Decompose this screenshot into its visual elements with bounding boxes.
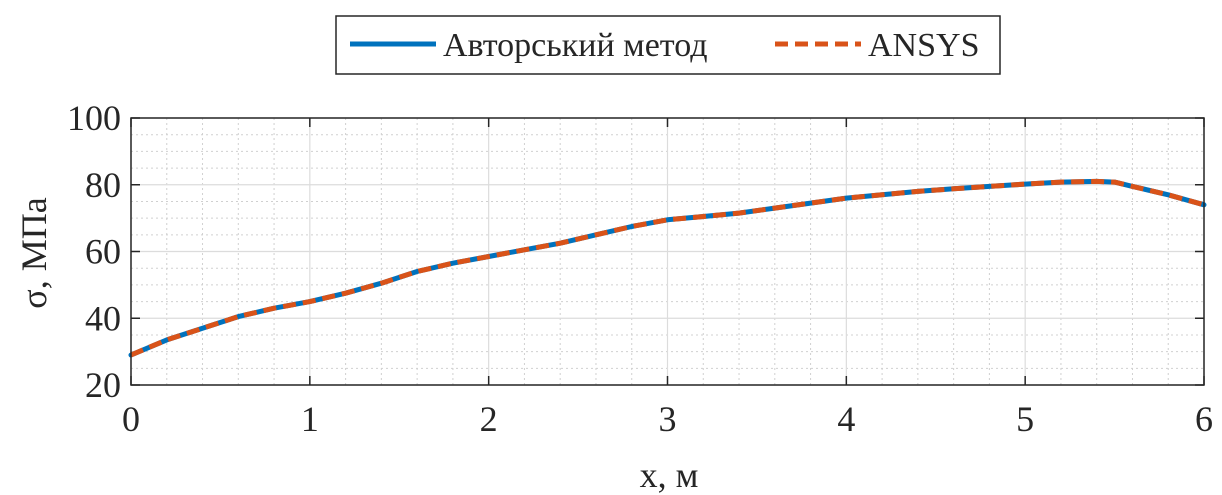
y-tick-label: 100 xyxy=(67,98,121,138)
y-tick-label: 80 xyxy=(85,165,121,205)
legend-label-series-1: Авторський метод xyxy=(443,27,708,64)
y-tick-label: 20 xyxy=(85,365,121,405)
x-tick-label: 3 xyxy=(659,399,677,439)
legend: Авторський метод ANSYS xyxy=(335,15,1001,75)
x-tick-label: 0 xyxy=(122,399,140,439)
x-axis-label: x, м xyxy=(640,455,699,495)
y-axis-label: σ, МПа xyxy=(14,197,54,308)
x-tick-label: 2 xyxy=(480,399,498,439)
series-layer xyxy=(128,178,1207,358)
y-tick-label: 60 xyxy=(85,232,121,272)
legend-box xyxy=(335,15,1001,75)
x-tick-label: 6 xyxy=(1195,399,1213,439)
axes xyxy=(130,117,1205,386)
legend-label-series-2: ANSYS xyxy=(868,27,979,64)
x-tick-label: 1 xyxy=(301,399,319,439)
x-tick-label: 5 xyxy=(1016,399,1034,439)
x-tick-label: 4 xyxy=(837,399,855,439)
y-tick-label: 40 xyxy=(85,298,121,338)
tick-labels: 0 1 2 3 4 5 6 20 40 60 80 100 xyxy=(67,98,1213,439)
major-grid xyxy=(130,117,1205,386)
series-line-2 xyxy=(130,178,1205,358)
